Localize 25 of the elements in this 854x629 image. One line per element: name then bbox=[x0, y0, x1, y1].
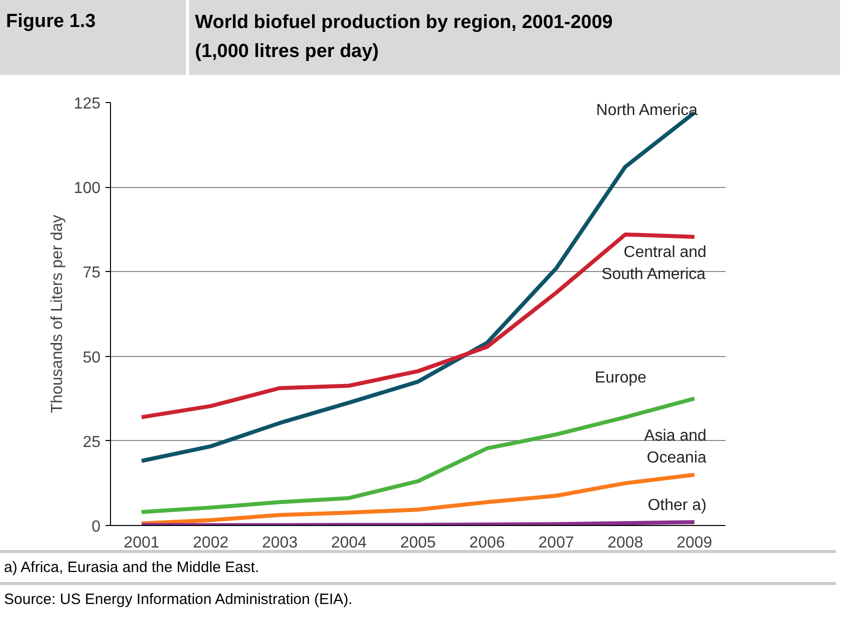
x-tick-label: 2005 bbox=[400, 534, 436, 552]
text: a) Africa, Eurasia and the Middle East. bbox=[0, 550, 836, 582]
x-tick-label: 2006 bbox=[469, 534, 505, 552]
x-tick-label: 2004 bbox=[331, 534, 367, 552]
x-tick-label: 2008 bbox=[608, 534, 644, 552]
x-tick-label: 2002 bbox=[192, 534, 229, 552]
source-note: Source: US Energy Information Administration (EIA). bbox=[0, 582, 836, 615]
y-tick-label: 0 bbox=[92, 518, 101, 536]
chart-title: World biofuel production by region, 2001-2009 (1,000 litres per day) bbox=[186, 0, 619, 75]
series-label: Central and South America bbox=[601, 244, 706, 283]
series-label: North America bbox=[596, 102, 698, 120]
series-label: Other a) bbox=[648, 497, 706, 514]
y-tick-label: 75 bbox=[82, 264, 101, 282]
x-tick-label: 2009 bbox=[676, 534, 712, 552]
x-tick-label: 2007 bbox=[538, 534, 574, 552]
y-axis-title: Thousands of Liters per day bbox=[48, 214, 66, 414]
series-label: Europe bbox=[594, 370, 647, 387]
y-tick-label: 100 bbox=[74, 180, 101, 198]
y-tick-label: 50 bbox=[82, 349, 101, 366]
chart-subtitle: Figure 1.3 bbox=[5, 10, 97, 34]
y-tick-label: 25 bbox=[82, 434, 101, 451]
x-tick-label: 2003 bbox=[262, 534, 298, 552]
x-tick-label: 2001 bbox=[124, 534, 160, 552]
y-tick-label: 125 bbox=[74, 96, 101, 112]
series-label: Asia and Oceania bbox=[644, 428, 707, 467]
